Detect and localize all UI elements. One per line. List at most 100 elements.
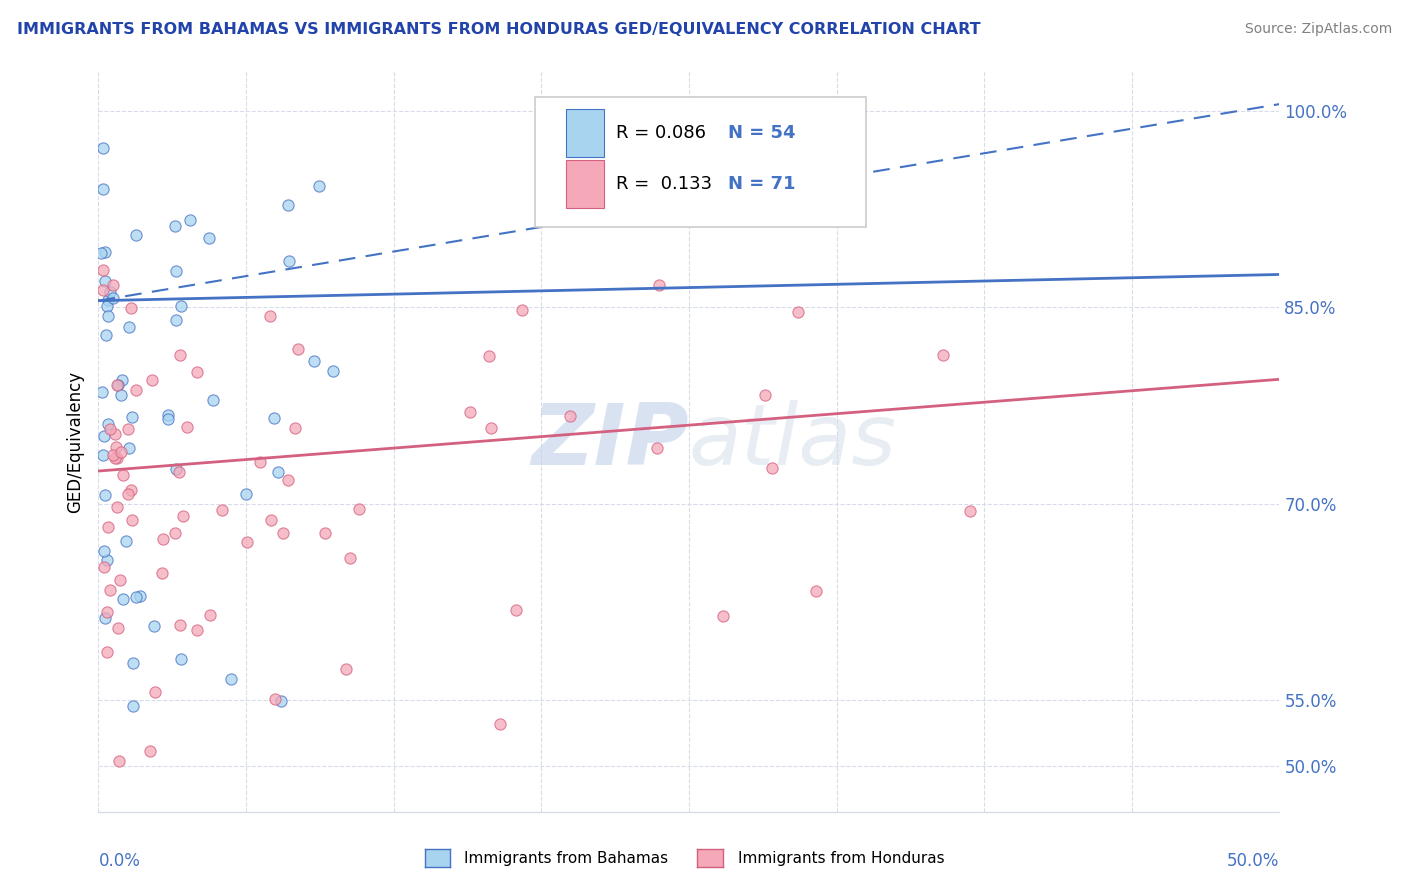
Point xyxy=(322,364,344,378)
Point xyxy=(259,309,281,323)
Text: N = 71: N = 71 xyxy=(728,175,796,193)
Point xyxy=(118,319,141,334)
Point xyxy=(94,274,117,288)
Point xyxy=(94,327,117,342)
Y-axis label: GED/Equivalency: GED/Equivalency xyxy=(66,370,84,513)
Point xyxy=(302,354,325,368)
Text: Immigrants from Bahamas: Immigrants from Bahamas xyxy=(464,851,668,865)
Point xyxy=(645,441,668,455)
Point xyxy=(91,384,114,399)
Point xyxy=(287,342,309,356)
Point xyxy=(93,559,115,574)
Point xyxy=(479,421,502,435)
Point xyxy=(271,526,294,541)
Point xyxy=(169,618,191,632)
Point xyxy=(98,285,121,299)
Point xyxy=(93,182,115,196)
Point xyxy=(142,618,165,632)
Point xyxy=(211,503,233,517)
Point xyxy=(150,566,173,581)
Point xyxy=(308,179,330,194)
Point xyxy=(91,448,114,462)
Point xyxy=(110,387,132,401)
Point xyxy=(93,429,115,443)
Point xyxy=(754,388,776,402)
Point xyxy=(186,624,208,638)
Point xyxy=(105,500,128,514)
Point xyxy=(98,421,121,435)
Point xyxy=(198,231,221,245)
Point xyxy=(335,662,357,676)
Point xyxy=(176,420,198,434)
Point xyxy=(98,583,121,598)
Point xyxy=(186,365,208,379)
Point xyxy=(97,310,120,324)
Text: N = 54: N = 54 xyxy=(728,124,796,142)
Text: Immigrants from Honduras: Immigrants from Honduras xyxy=(738,851,945,865)
Point xyxy=(91,263,114,277)
Point xyxy=(489,717,512,731)
Point xyxy=(111,468,134,483)
Point xyxy=(179,213,201,227)
Point xyxy=(91,283,114,297)
Point xyxy=(458,405,481,419)
Point xyxy=(277,198,299,212)
Point xyxy=(93,488,115,502)
Point xyxy=(105,378,128,392)
Point xyxy=(267,465,290,479)
Point xyxy=(121,513,143,527)
Point xyxy=(96,644,118,658)
Point xyxy=(277,253,299,268)
Point xyxy=(117,422,139,436)
Point xyxy=(118,441,141,455)
Point xyxy=(120,483,142,497)
Point xyxy=(169,348,191,362)
Point xyxy=(157,412,180,426)
Point xyxy=(510,303,533,318)
Text: ZIP: ZIP xyxy=(531,400,689,483)
Point xyxy=(165,313,187,327)
Point xyxy=(219,672,242,686)
Text: Source: ZipAtlas.com: Source: ZipAtlas.com xyxy=(1244,22,1392,37)
Point xyxy=(141,373,163,387)
Point xyxy=(139,744,162,758)
Point xyxy=(169,299,191,313)
Point xyxy=(270,694,292,708)
Point xyxy=(249,455,271,469)
Point xyxy=(107,754,129,768)
Point xyxy=(264,691,287,706)
Point xyxy=(97,293,120,307)
Point xyxy=(94,611,117,625)
Point xyxy=(96,605,118,619)
Point xyxy=(94,244,117,259)
Point xyxy=(804,584,827,599)
Point xyxy=(165,525,187,540)
Point xyxy=(96,553,118,567)
Point xyxy=(90,246,112,260)
Text: 0.0%: 0.0% xyxy=(98,853,141,871)
Point xyxy=(97,520,120,534)
Point xyxy=(121,410,143,425)
Point xyxy=(152,533,174,547)
Point xyxy=(101,448,124,462)
Point xyxy=(478,349,501,363)
Point xyxy=(170,652,193,666)
Point xyxy=(284,420,307,434)
Point xyxy=(761,460,783,475)
Point xyxy=(235,534,257,549)
Point xyxy=(104,427,127,442)
Text: R =  0.133: R = 0.133 xyxy=(616,175,711,193)
FancyBboxPatch shape xyxy=(567,109,605,156)
Point xyxy=(169,465,191,479)
Point xyxy=(198,608,221,623)
Point xyxy=(505,603,527,617)
Point xyxy=(101,278,124,293)
Point xyxy=(277,473,299,487)
Point xyxy=(96,299,118,313)
Point xyxy=(107,621,129,635)
Point xyxy=(125,383,148,397)
Point xyxy=(648,278,671,293)
Point xyxy=(314,525,336,540)
Point xyxy=(110,445,132,459)
Point xyxy=(959,504,981,518)
